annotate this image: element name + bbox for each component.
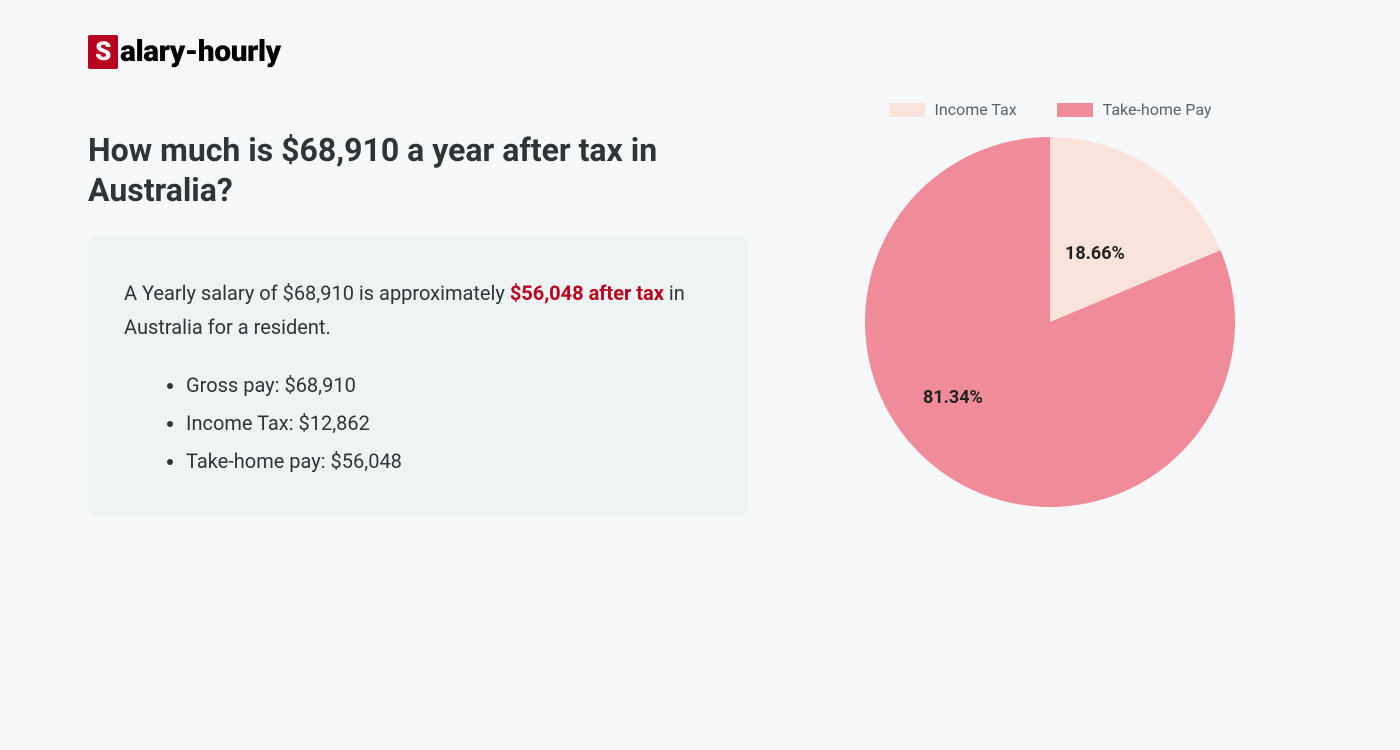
logo-box-letter: S [88,35,118,69]
summary-box: A Yearly salary of $68,910 is approximat… [88,236,748,516]
chart-legend: Income Tax Take-home Pay [840,100,1260,119]
legend-label: Take-home Pay [1103,100,1212,119]
site-logo: Salary-hourly [88,34,281,69]
pie-svg [865,137,1235,507]
summary-prefix: A Yearly salary of $68,910 is approximat… [124,281,510,305]
summary-bullets: Gross pay: $68,910 Income Tax: $12,862 T… [124,366,712,480]
summary-highlight: $56,048 after tax [510,281,664,305]
legend-swatch [1057,103,1093,117]
legend-item: Income Tax [889,100,1017,119]
logo-rest: alary-hourly [120,34,281,69]
legend-swatch [889,103,925,117]
pie-chart-area: Income Tax Take-home Pay 18.66% 81.34% [840,100,1260,507]
bullet-item: Income Tax: $12,862 [186,404,712,442]
page-heading: How much is $68,910 a year after tax in … [88,130,728,210]
summary-text: A Yearly salary of $68,910 is approximat… [124,276,712,344]
pie-chart: 18.66% 81.34% [865,137,1235,507]
legend-item: Take-home Pay [1057,100,1212,119]
legend-label: Income Tax [935,100,1017,119]
bullet-item: Take-home pay: $56,048 [186,442,712,480]
slice-label: 81.34% [923,387,983,408]
bullet-item: Gross pay: $68,910 [186,366,712,404]
slice-label: 18.66% [1065,243,1125,264]
